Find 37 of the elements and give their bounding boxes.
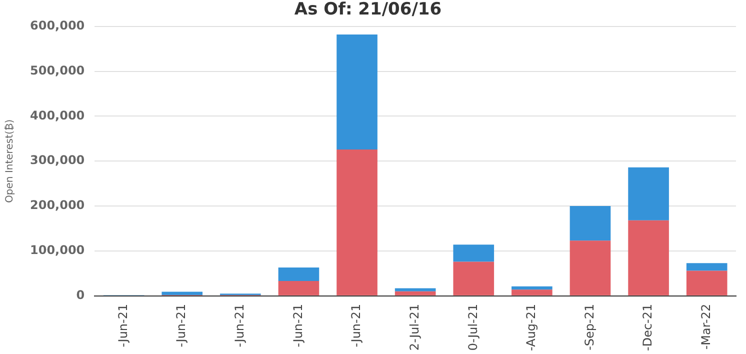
- x-tick-label: -Sep-21: [582, 304, 596, 350]
- bar: [512, 290, 552, 296]
- bar: [570, 240, 611, 296]
- bar: [394, 291, 436, 296]
- bar: [686, 263, 728, 271]
- x-tick-label: -Jun-21: [290, 304, 305, 348]
- y-tick-label: 400,000: [30, 108, 85, 122]
- bar: [336, 149, 378, 296]
- y-tick-label: 600,000: [30, 18, 85, 33]
- y-tick-label: 0: [76, 288, 85, 302]
- bar: [628, 220, 669, 296]
- x-tick-label: -Jun-21: [232, 304, 247, 348]
- bar: [278, 281, 320, 296]
- y-tick-label: 200,000: [30, 198, 85, 212]
- x-tick-label: -Mar-22: [698, 304, 713, 350]
- x-tick-label: -Jun-21: [116, 304, 130, 348]
- bar: [686, 270, 728, 296]
- x-tick-label: 0-Jul-21: [466, 304, 480, 351]
- bar: [628, 167, 669, 220]
- bar: [512, 286, 552, 290]
- bar: [453, 262, 494, 296]
- x-tick-label: 2-Jul-21: [407, 304, 422, 351]
- y-tick-label: 300,000: [30, 153, 85, 168]
- x-tick-label: -Aug-21: [524, 304, 538, 351]
- bar: [453, 244, 494, 262]
- bar: [278, 268, 320, 282]
- x-tick-label: -Jun-21: [174, 304, 188, 348]
- bar: [336, 34, 378, 150]
- bar: [162, 292, 203, 295]
- x-tick-label: -Jun-21: [349, 304, 364, 348]
- bar: [570, 206, 611, 241]
- bar: [394, 288, 436, 292]
- y-tick-label: 500,000: [30, 63, 85, 78]
- chart-title: As Of: 21/06/16: [294, 0, 442, 20]
- y-tick-label: 100,000: [30, 243, 85, 258]
- x-tick-label: -Dec-21: [640, 304, 655, 352]
- y-axis-title: Open Interest(₿): [4, 119, 16, 203]
